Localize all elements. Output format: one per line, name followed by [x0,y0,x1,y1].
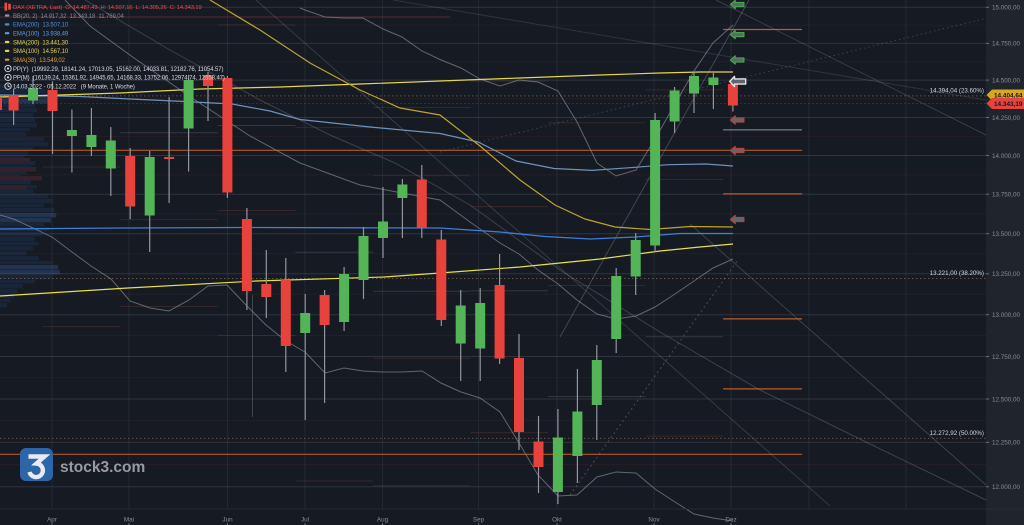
svg-text:Mai: Mai [124,517,134,524]
svg-text:12.272,92 (50.00%): 12.272,92 (50.00%) [930,430,984,437]
svg-text:SMA(200) 13.441,30: SMA(200) 13.441,30 [13,40,69,46]
svg-text:Okt: Okt [552,517,562,524]
svg-text:SMA(100) 14.567,10: SMA(100) 14.567,10 [13,49,69,55]
svg-text:EMA(200) 13.507,10: EMA(200) 13.507,10 [13,23,69,29]
svg-text:13.250,00: 13.250,00 [992,271,1021,278]
svg-text:15.000,00: 15.000,00 [992,5,1021,12]
svg-text:12.750,00: 12.750,00 [992,354,1021,361]
svg-text:12.250,00: 12.250,00 [992,440,1021,447]
svg-text:DAX (XETRA, Last) O: 14.487,4: DAX (XETRA, Last) O: 14.487,43 H: 14.507… [13,5,202,11]
svg-text:14.394,04 (23.60%): 14.394,04 (23.60%) [930,87,984,94]
svg-text:Sep: Sep [473,517,485,524]
svg-text:14.404,64: 14.404,64 [994,92,1023,99]
svg-text:Dez: Dez [725,517,736,524]
svg-text:13.750,00: 13.750,00 [992,192,1021,199]
svg-text:Jun: Jun [222,517,233,524]
svg-text:12.000,00: 12.000,00 [992,484,1021,491]
svg-text:EMA(100) 13.938,49: EMA(100) 13.938,49 [13,32,69,38]
svg-text:14.250,00: 14.250,00 [992,115,1021,122]
svg-text:Jul: Jul [301,517,309,524]
svg-text:BB(20, 2) 14.917,32 13.343,1: BB(20, 2) 14.917,32 13.343,18 11.769,04 [13,14,125,20]
svg-text:Nov: Nov [648,517,660,524]
svg-text:13.000,00: 13.000,00 [992,312,1021,319]
svg-text:Aug: Aug [377,517,389,524]
svg-text:13.221,00 (38.20%): 13.221,00 (38.20%) [930,270,984,277]
svg-text:14.500,00: 14.500,00 [992,77,1021,84]
svg-text:SMA(38) 13.549,02: SMA(38) 13.549,02 [13,58,66,64]
svg-text:Apr: Apr [47,517,57,524]
svg-text:14.750,00: 14.750,00 [992,41,1021,48]
svg-text:14.03.2022 - 05.12.2022 (9 M: 14.03.2022 - 05.12.2022 (9 Monate, 1 Woc… [13,85,135,91]
svg-text:13.500,00: 13.500,00 [992,231,1021,238]
svg-text:12.500,00: 12.500,00 [992,396,1021,403]
svg-text:14.343,19: 14.343,19 [994,101,1023,108]
svg-text:stock3.com: stock3.com [60,459,145,476]
svg-text:14.000,00: 14.000,00 [992,153,1021,160]
svg-text:PP(M) (16139.24, 15361.92, 14: PP(M) (16139.24, 15361.92, 14945.65, 141… [13,76,225,82]
svg-text:PP(Y) (19992.29, 18141.24, 17: PP(Y) (19992.29, 18141.24, 17013.05, 151… [13,67,223,73]
